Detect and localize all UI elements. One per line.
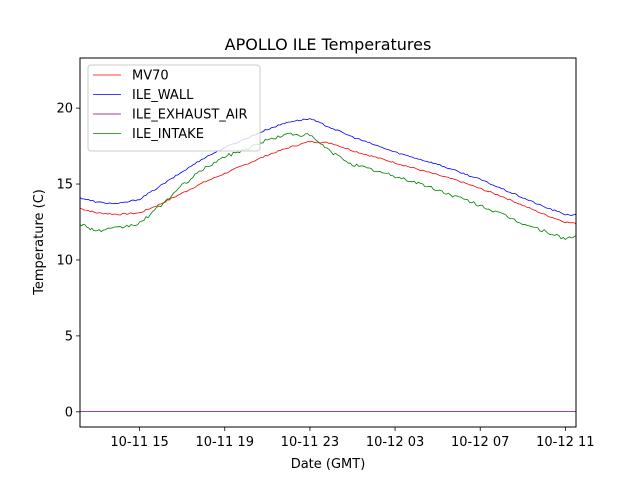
y-tick-label: 10 (56, 253, 73, 268)
y-tick-label: 0 (65, 405, 73, 420)
series-layer (80, 118, 576, 413)
legend-label: ILE_EXHAUST_AIR (132, 108, 248, 123)
legend: MV70 ILE_WALL ILE_EXHAUST_AIR ILE_INTAKE (87, 64, 261, 152)
series-line-ile-intake (80, 132, 576, 241)
plot-frame (79, 57, 577, 428)
legend-box (87, 64, 261, 152)
legend-label: ILE_INTAKE (132, 127, 204, 142)
y-axis-label: Temperature (C) (32, 189, 47, 296)
y-tick-label: 15 (56, 178, 73, 193)
y-tick-label: 5 (65, 329, 73, 344)
series-line-mv70 (80, 140, 576, 225)
x-tick-label: 10-11 19 (196, 435, 254, 450)
x-axis: 10-11 15 10-11 19 10-11 23 10-12 03 10-12 07… (110, 427, 595, 450)
x-tick-label: 10-12 11 (536, 435, 594, 450)
chart-title: APOLLO ILE Temperatures (225, 35, 432, 54)
x-tick-label: 10-11 23 (281, 435, 339, 450)
y-tick-label: 20 (56, 102, 73, 117)
y-axis: 0 5 10 15 20 (56, 102, 80, 420)
legend-label: ILE_WALL (132, 88, 194, 103)
x-axis-label: Date (GMT) (291, 457, 366, 472)
x-tick-label: 10-12 07 (451, 435, 509, 450)
legend-label: MV70 (132, 69, 169, 84)
series-line-ile-wall (80, 118, 576, 216)
x-tick-label: 10-11 15 (110, 435, 168, 450)
x-tick-label: 10-12 03 (366, 435, 424, 450)
